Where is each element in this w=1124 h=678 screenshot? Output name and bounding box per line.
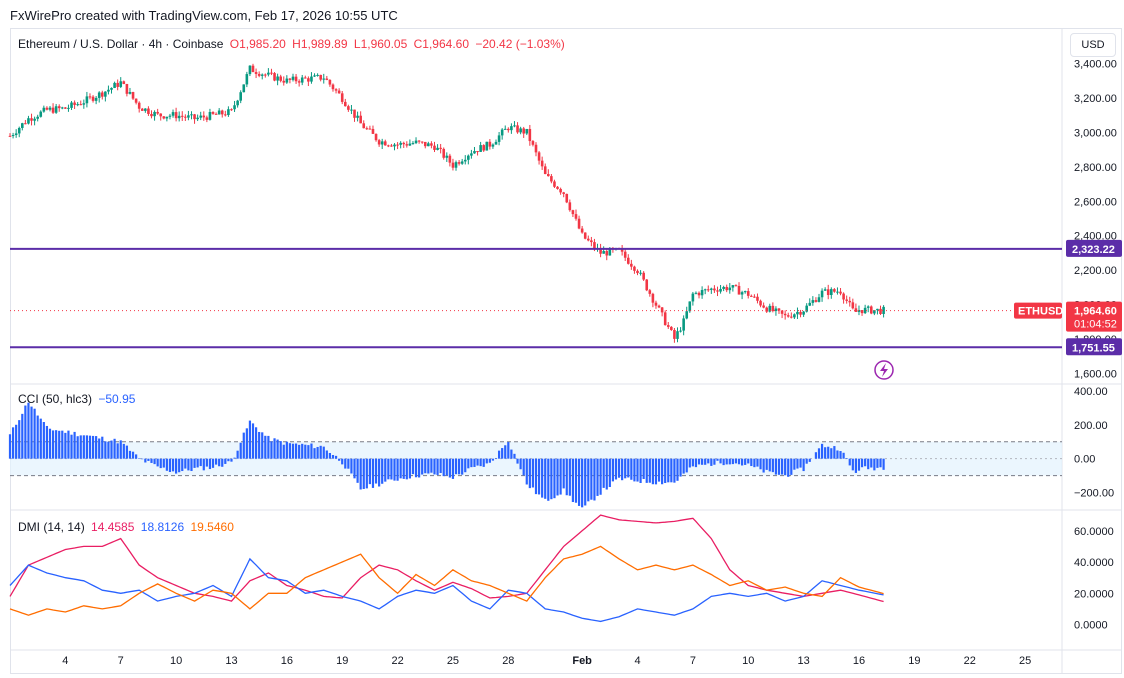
price-legend: Ethereum / U.S. Dollar · 4h · Coinbase O… — [18, 37, 568, 51]
dmi-adx-value: 19.5460 — [190, 520, 234, 534]
dmi-legend: DMI (14, 14) 14.4585 18.8126 19.5460 — [18, 520, 237, 534]
chart-frame — [10, 28, 1122, 674]
currency-button[interactable]: USD — [1070, 33, 1116, 57]
cci-legend: CCI (50, hlc3) −50.95 — [18, 392, 138, 406]
change-value: −20.42 (−1.03%) — [475, 37, 565, 51]
low-value: L1,960.05 — [353, 37, 408, 51]
symbol-label[interactable]: Ethereum / U.S. Dollar · 4h · Coinbase — [18, 37, 224, 51]
dmi-minus-value: 18.8126 — [140, 520, 185, 534]
attribution-text: FxWirePro created with TradingView.com, … — [10, 8, 398, 23]
close-value: C1,964.60 — [413, 37, 470, 51]
cci-value: −50.95 — [98, 392, 136, 406]
cci-label[interactable]: CCI (50, hlc3) — [18, 392, 93, 406]
dmi-plus-value: 14.4585 — [91, 520, 135, 534]
open-value: O1,985.20 — [229, 37, 286, 51]
dmi-label[interactable]: DMI (14, 14) — [18, 520, 85, 534]
high-value: H1,989.89 — [292, 37, 348, 51]
